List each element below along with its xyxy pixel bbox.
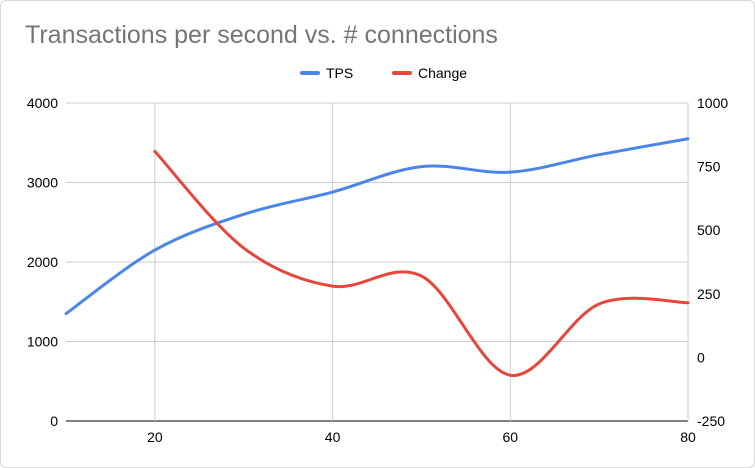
y-right-tick-label: 250 xyxy=(697,286,721,302)
y-right-tick-label: 500 xyxy=(697,222,721,238)
series-line-change xyxy=(153,149,690,377)
legend-label-change: Change xyxy=(418,65,467,81)
y-left-tick-label: 2000 xyxy=(27,254,58,270)
y-left-tick-label: 4000 xyxy=(27,95,58,111)
series-line-tps xyxy=(64,137,690,316)
x-tick-label: 40 xyxy=(325,429,341,445)
y-left-tick-label: 0 xyxy=(50,413,58,429)
y-right-tick-label: 1000 xyxy=(697,95,728,111)
y-left-tick-label: 1000 xyxy=(27,334,58,350)
chart-title: Transactions per second vs. # connection… xyxy=(25,21,498,49)
y-right-tick-label: 750 xyxy=(697,159,721,175)
x-tick-label: 80 xyxy=(680,429,696,445)
y-left-tick-label: 3000 xyxy=(27,175,58,191)
y-right-tick-label: 0 xyxy=(697,349,705,365)
legend-label-tps: TPS xyxy=(326,65,353,81)
x-tick-label: 60 xyxy=(502,429,518,445)
y-right-tick-label: -250 xyxy=(697,413,725,429)
x-tick-label: 20 xyxy=(147,429,163,445)
